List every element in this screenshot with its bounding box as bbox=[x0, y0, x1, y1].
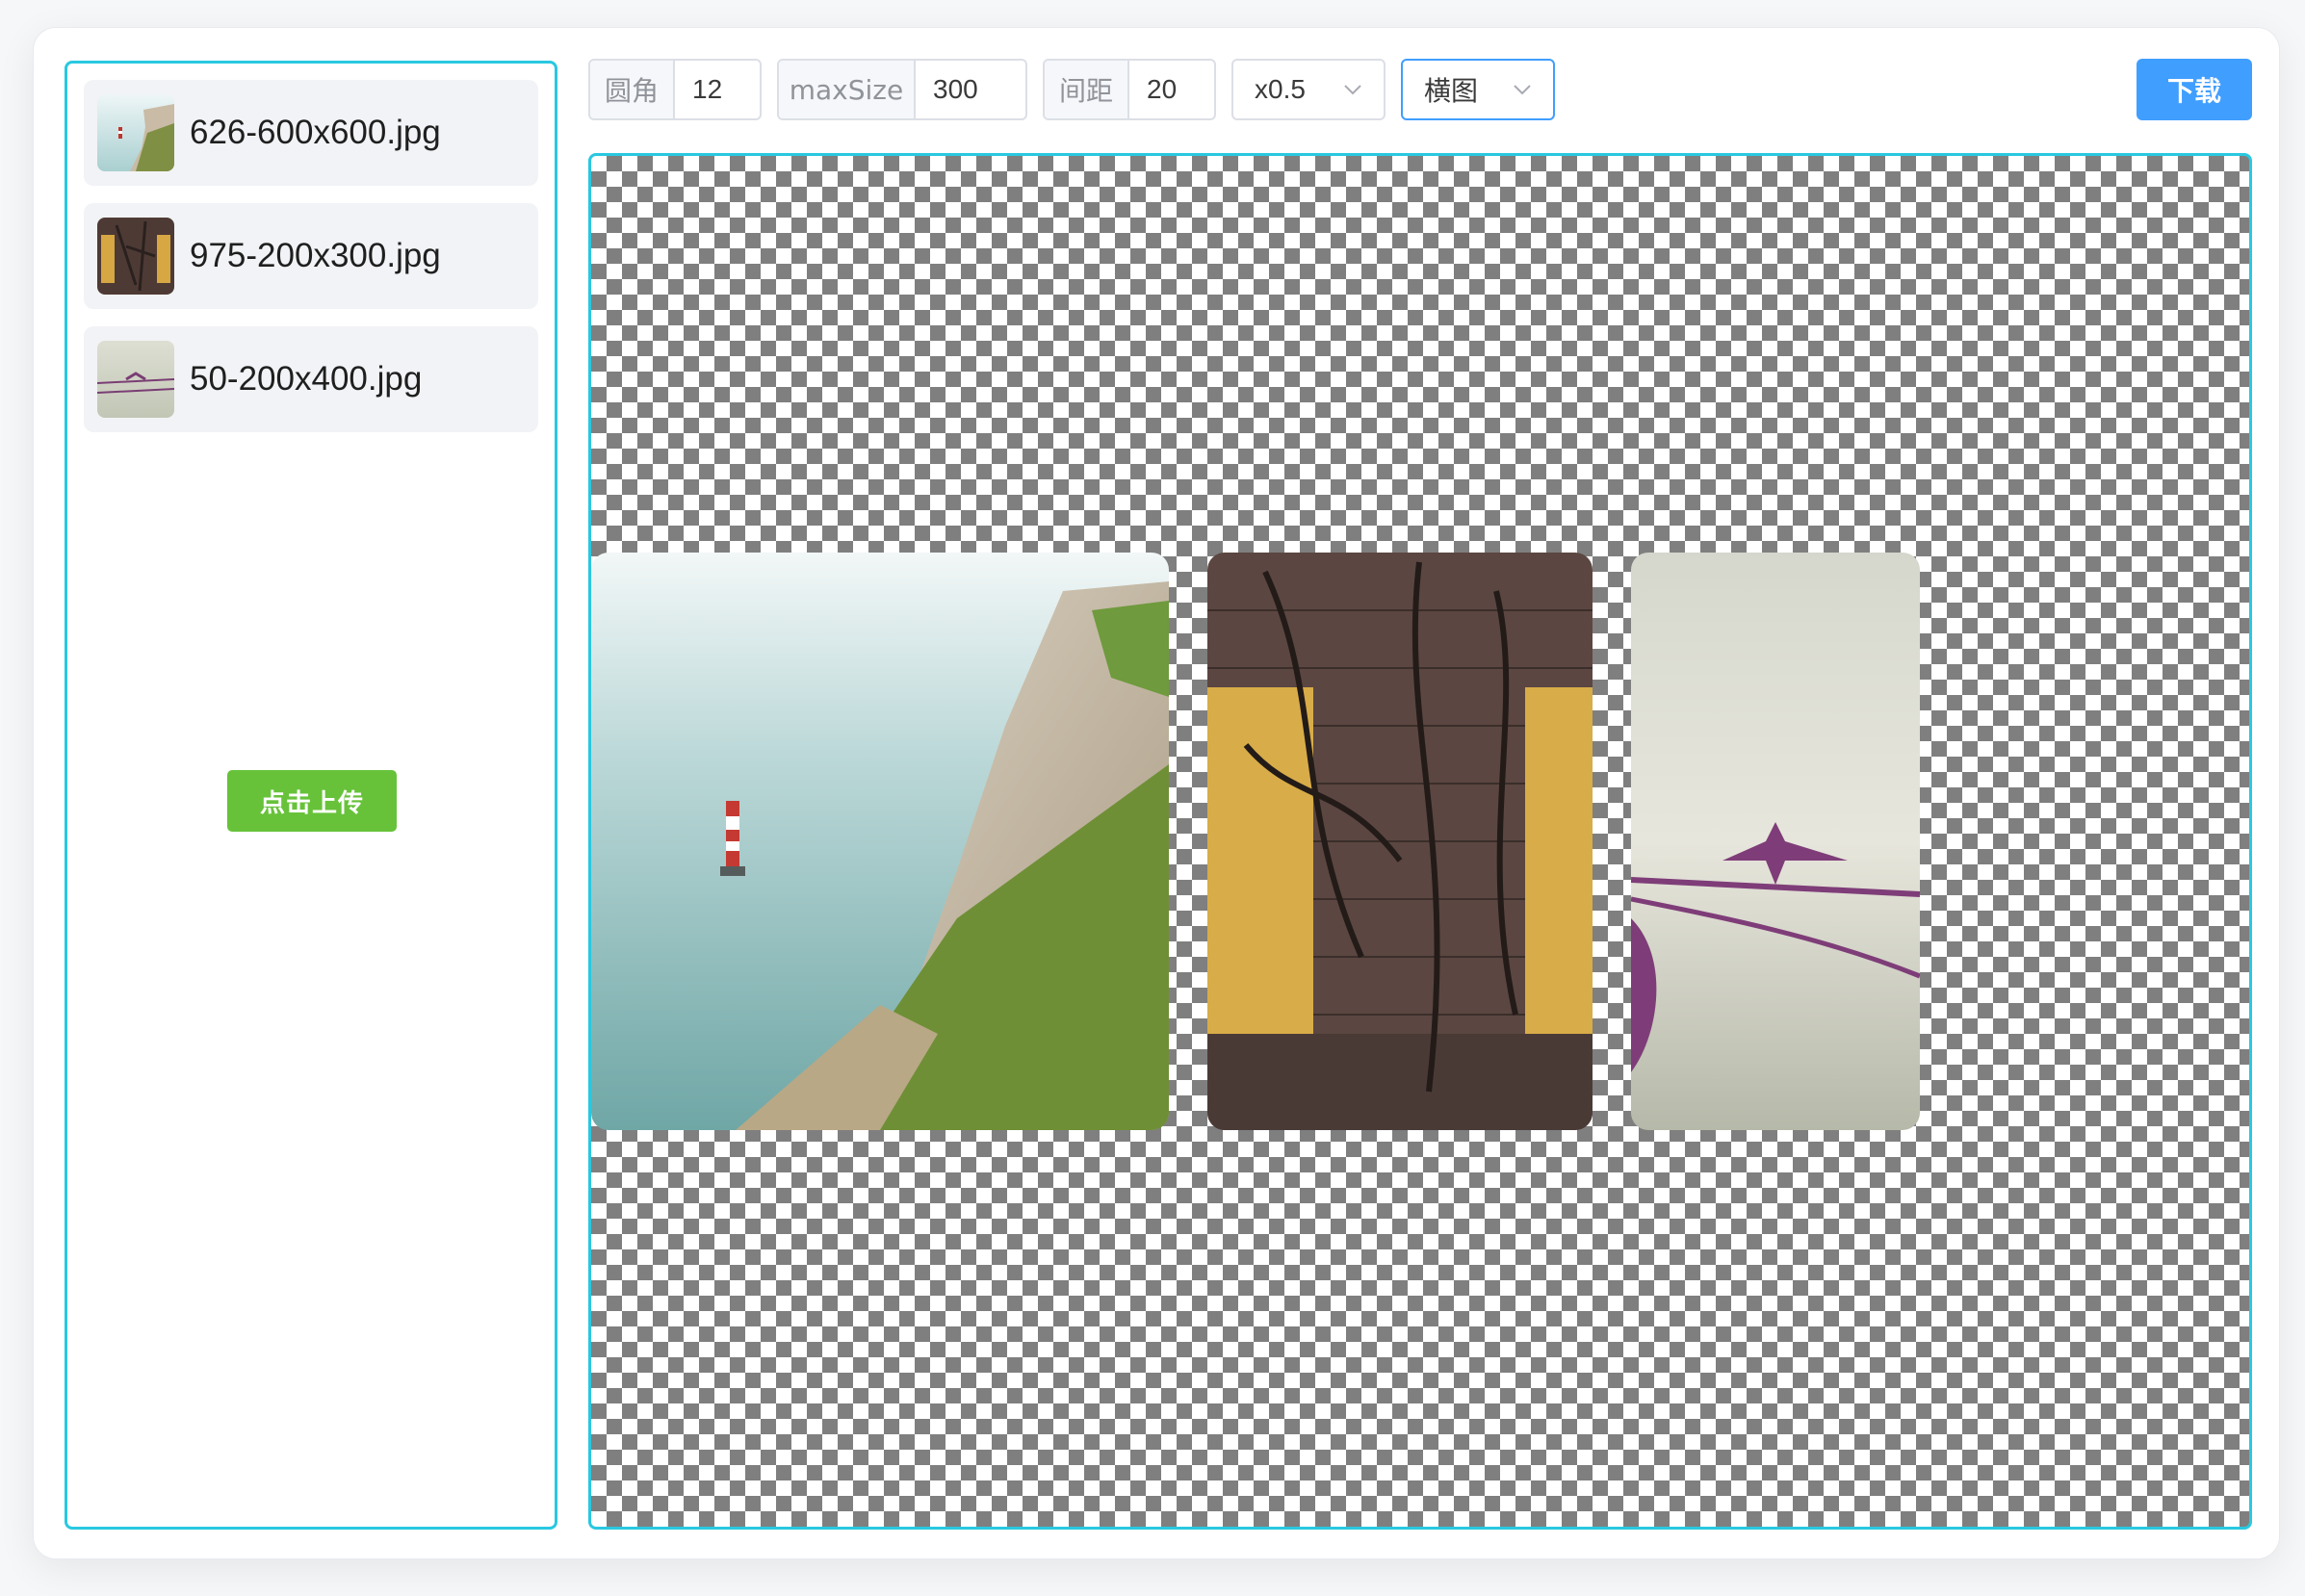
file-item[interactable]: 626-600x600.jpg bbox=[84, 80, 538, 186]
file-list: 626-600x600.jpg 975-200x300.jpg bbox=[84, 80, 538, 450]
maxsize-input[interactable]: 300 bbox=[933, 74, 978, 104]
preview-image-brick-wall bbox=[1207, 553, 1593, 1130]
gap-label: 间距 bbox=[1045, 61, 1129, 118]
file-item[interactable]: 975-200x300.jpg bbox=[84, 203, 538, 309]
scale-select-value: x0.5 bbox=[1255, 74, 1306, 104]
maxsize-label: maxSize bbox=[779, 61, 916, 118]
radius-input-group: 圆角 12 bbox=[588, 59, 762, 120]
chevron-down-icon bbox=[1514, 85, 1531, 95]
lighthouse-thumbnail bbox=[97, 94, 174, 171]
gap-input[interactable]: 20 bbox=[1147, 74, 1178, 104]
file-name: 975-200x300.jpg bbox=[190, 237, 441, 274]
preview-image-lighthouse bbox=[591, 553, 1169, 1130]
upload-button[interactable]: 点击上传 bbox=[227, 770, 397, 832]
maxsize-input-group: maxSize 300 bbox=[777, 59, 1027, 120]
file-sidebar: 626-600x600.jpg 975-200x300.jpg bbox=[65, 61, 557, 1530]
chevron-down-icon bbox=[1344, 85, 1361, 95]
radius-label: 圆角 bbox=[590, 61, 675, 118]
app-window: 626-600x600.jpg 975-200x300.jpg bbox=[33, 27, 2280, 1559]
file-item[interactable]: 50-200x400.jpg bbox=[84, 326, 538, 432]
gap-input-group: 间距 20 bbox=[1043, 59, 1216, 120]
preview-canvas bbox=[588, 153, 2252, 1530]
file-name: 626-600x600.jpg bbox=[190, 114, 441, 151]
download-button[interactable]: 下载 bbox=[2137, 59, 2252, 120]
bird-rope-thumbnail bbox=[97, 341, 174, 418]
brick-wall-thumbnail bbox=[97, 218, 174, 295]
layout-select[interactable]: 横图 bbox=[1401, 59, 1555, 120]
preview-image-bird-rope bbox=[1631, 553, 1920, 1130]
layout-select-value: 横图 bbox=[1424, 75, 1479, 107]
scale-select[interactable]: x0.5 bbox=[1231, 59, 1386, 120]
file-name: 50-200x400.jpg bbox=[190, 360, 423, 398]
radius-input[interactable]: 12 bbox=[692, 74, 723, 104]
